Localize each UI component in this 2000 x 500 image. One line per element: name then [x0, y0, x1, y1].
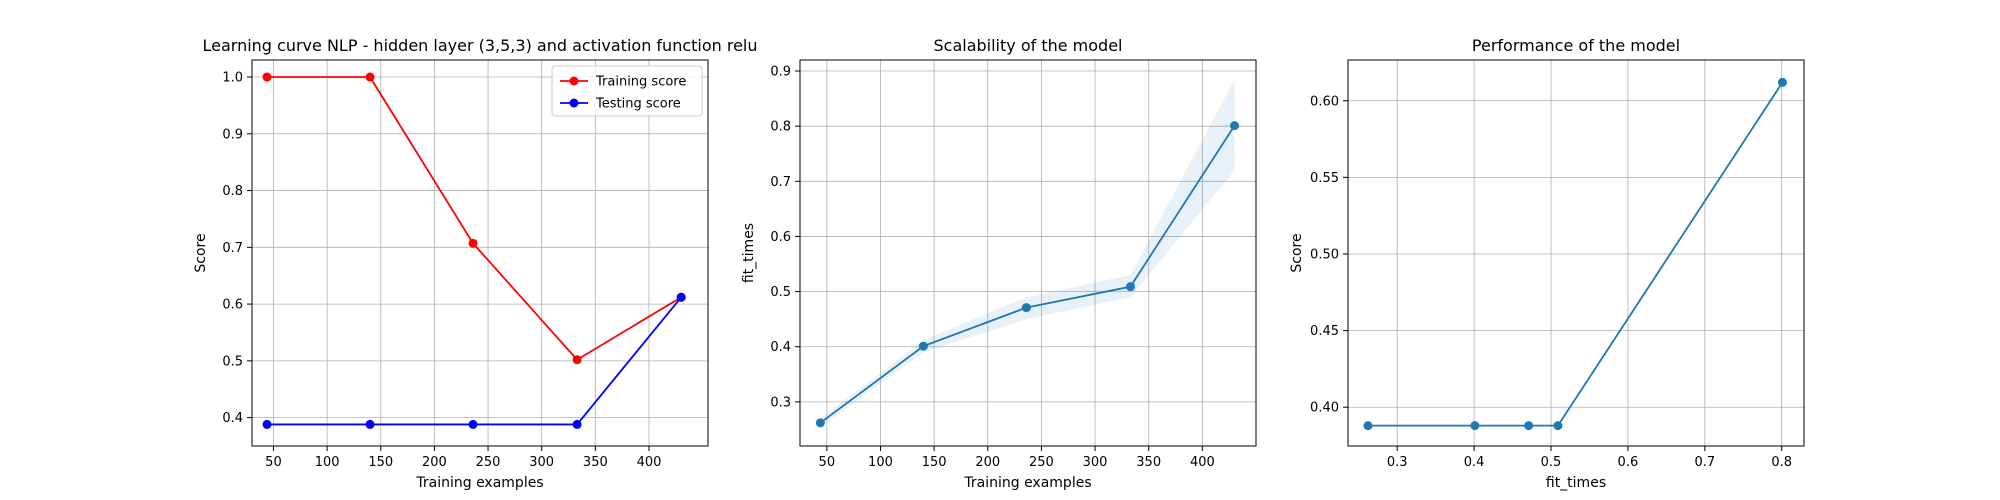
data-point: [365, 72, 375, 82]
data-point: [262, 72, 272, 82]
x-tick-label: 0.6: [1618, 455, 1639, 470]
y-tick-label: 0.7: [222, 241, 243, 256]
data-point: [1021, 303, 1031, 313]
data-point: [572, 419, 582, 429]
x-tick-label: 0.7: [1694, 455, 1715, 470]
legend-marker: [569, 98, 579, 108]
legend: Training score Testing score: [551, 65, 703, 117]
x-tick-label: 100: [868, 455, 893, 470]
axes-frame: [799, 59, 1257, 447]
chart-title: Performance of the model: [1472, 36, 1680, 55]
x-axis-label: fit_times: [1546, 475, 1606, 491]
data-point: [1363, 421, 1373, 431]
x-tick-label: 200: [422, 455, 447, 470]
y-tick-label: 0.5: [770, 285, 791, 300]
x-tick-label: 400: [1190, 455, 1215, 470]
y-tick-label: 0.55: [1310, 171, 1339, 186]
y-axis-label: Score: [1289, 233, 1305, 272]
x-tick-label: 50: [265, 455, 282, 470]
x-tick-label: 100: [315, 455, 340, 470]
y-tick-label: 0.60: [1310, 94, 1339, 109]
x-tick-label: 50: [819, 455, 836, 470]
data-point: [468, 238, 478, 248]
data-point: [365, 419, 375, 429]
data-point: [1777, 77, 1787, 87]
y-tick-label: 0.8: [222, 184, 243, 199]
data-point: [676, 292, 686, 302]
data-point: [1125, 282, 1135, 292]
legend-box: [551, 65, 703, 117]
x-tick-label: 250: [1029, 455, 1054, 470]
x-axis-label: Training examples: [415, 475, 543, 491]
x-tick-label: 0.8: [1771, 455, 1792, 470]
y-tick-label: 0.50: [1310, 247, 1339, 262]
y-tick-label: 0.40: [1310, 401, 1339, 416]
data-point: [815, 418, 825, 428]
chart-title: Scalability of the model: [934, 36, 1123, 55]
y-axis-label: Score: [193, 233, 209, 272]
y-axis-label: fit_times: [741, 223, 757, 283]
data-point: [918, 341, 928, 351]
data-point: [1553, 421, 1563, 431]
y-tick-label: 0.7: [770, 175, 791, 190]
chart-title: Learning curve NLP - hidden layer (3,5,3…: [202, 36, 757, 55]
x-tick-label: 350: [1136, 455, 1161, 470]
data-point: [572, 355, 582, 365]
y-tick-label: 0.9: [770, 65, 791, 80]
legend-label: Training score: [595, 75, 686, 90]
x-tick-label: 250: [476, 455, 501, 470]
chart-2: 50 100 150 200 250 300 350 400 0.3 0.4 0.5 0.6 0.7 0.…: [741, 36, 1257, 491]
data-point: [1230, 121, 1240, 131]
y-tick-label: 0.5: [222, 354, 243, 369]
y-tick-label: 0.6: [770, 230, 791, 245]
legend-marker: [569, 76, 579, 86]
y-tick-label: 0.45: [1310, 324, 1339, 339]
x-tick-label: 150: [922, 455, 947, 470]
y-tick-label: 0.3: [770, 395, 791, 410]
chart-3: 0.3 0.4 0.5 0.6 0.7 0.8 0.40 0.45 0.50 0.55 0.60 Pe…: [1289, 36, 1805, 491]
data-point: [1524, 421, 1534, 431]
x-tick-label: 300: [1083, 455, 1108, 470]
chart-1: 50 100 150 200 250 300 350 400 0.4 0.5 0.6 0.7 0.8 0.…: [193, 36, 758, 491]
x-tick-label: 400: [637, 455, 662, 470]
data-point: [262, 419, 272, 429]
x-tick-label: 0.4: [1464, 455, 1485, 470]
y-tick-label: 0.6: [222, 298, 243, 313]
y-tick-label: 0.4: [222, 411, 243, 426]
legend-label: Testing score: [595, 97, 681, 112]
x-tick-label: 300: [529, 455, 554, 470]
axes-frame: [251, 59, 709, 447]
x-tick-label: 150: [368, 455, 393, 470]
data-point: [468, 419, 478, 429]
axes-frame: [1347, 59, 1805, 447]
y-tick-label: 0.4: [770, 340, 791, 355]
x-axis-label: Training examples: [963, 475, 1091, 491]
x-tick-label: 200: [975, 455, 1000, 470]
y-tick-label: 0.8: [770, 120, 791, 135]
plots: 50 100 150 200 250 300 350 4000.40.50.60.70.80.…: [193, 36, 1805, 491]
y-tick-label: 1.0: [222, 71, 243, 86]
y-tick-label: 0.9: [222, 127, 243, 142]
x-tick-label: 0.5: [1541, 455, 1562, 470]
x-tick-label: 0.3: [1387, 455, 1408, 470]
data-point: [1470, 421, 1480, 431]
x-tick-label: 350: [583, 455, 608, 470]
